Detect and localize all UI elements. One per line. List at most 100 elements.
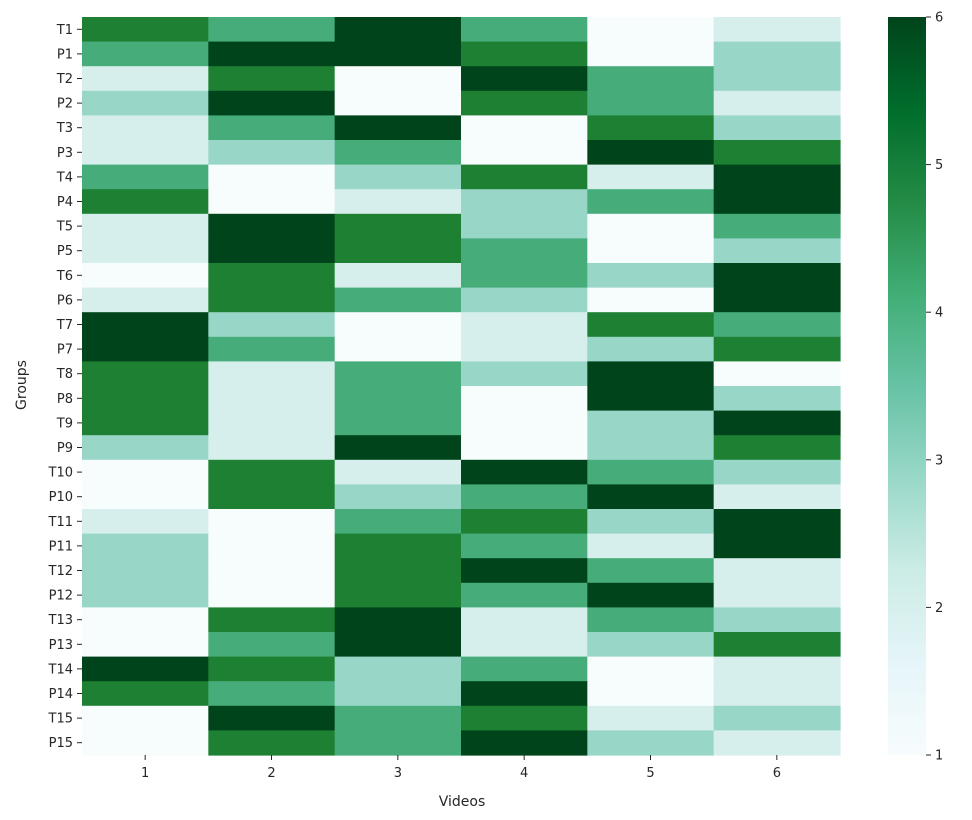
heatmap-cell	[334, 287, 462, 313]
heatmap-cell	[713, 484, 841, 510]
heatmap-cell	[208, 361, 336, 387]
heatmap-cell	[713, 509, 841, 535]
heatmap-cell	[713, 312, 841, 338]
heatmap-cell	[587, 312, 715, 338]
y-tick-label: T12	[48, 564, 73, 579]
heatmap-cell	[82, 632, 209, 658]
heatmap-cell	[461, 656, 588, 682]
heatmap-cell	[334, 558, 462, 584]
y-tick-label: P15	[49, 736, 73, 751]
heatmap-cell	[461, 41, 588, 67]
heatmap-cell	[713, 41, 841, 67]
heatmap-cell	[334, 213, 462, 239]
heatmap-cell	[82, 263, 209, 289]
heatmap-cell	[334, 312, 462, 338]
heatmap-cell	[713, 336, 841, 362]
heatmap-cell	[461, 730, 588, 756]
heatmap-cell	[587, 115, 715, 141]
heatmap-cell	[587, 533, 715, 559]
heatmap-cell	[334, 681, 462, 707]
heatmap-cell	[82, 66, 209, 92]
colorbar-tick-label: 5	[935, 158, 943, 173]
y-tick-label: P1	[57, 47, 73, 62]
heatmap-cell	[334, 140, 462, 166]
heatmap-cell	[713, 164, 841, 190]
x-tick-label: 4	[520, 766, 528, 781]
heatmap-cell	[461, 386, 588, 412]
heatmap-cell	[208, 386, 336, 412]
heatmap-cell	[82, 90, 209, 116]
heatmap-cell	[82, 435, 209, 461]
heatmap-cell	[82, 484, 209, 510]
heatmap-cell	[587, 386, 715, 412]
heatmap-cell	[82, 410, 209, 436]
x-tick-label: 3	[394, 766, 402, 781]
heatmap-cell	[82, 681, 209, 707]
heatmap-cell	[587, 656, 715, 682]
heatmap-cell	[82, 17, 209, 43]
heatmap-cell	[461, 66, 588, 92]
heatmap-cell	[82, 533, 209, 559]
heatmap-cell	[334, 336, 462, 362]
heatmap-cell	[587, 140, 715, 166]
heatmap-cell	[461, 509, 588, 535]
heatmap-cell	[82, 164, 209, 190]
heatmap-cell	[208, 435, 336, 461]
heatmap-cell	[208, 533, 336, 559]
heatmap-cell	[461, 238, 588, 264]
heatmap-cell	[713, 410, 841, 436]
heatmap-cell	[208, 705, 336, 731]
heatmap-cell	[587, 730, 715, 756]
heatmap-cell	[208, 140, 336, 166]
heatmap-cell	[587, 287, 715, 313]
heatmap-cell	[461, 287, 588, 313]
heatmap-cell	[208, 459, 336, 485]
heatmap-cell	[334, 533, 462, 559]
heatmap-cell	[587, 558, 715, 584]
heatmap-cell	[82, 312, 209, 338]
heatmap-cell	[713, 263, 841, 289]
heatmap-cell	[461, 533, 588, 559]
heatmap-cell	[334, 90, 462, 116]
heatmap-cell	[461, 632, 588, 658]
heatmap-cell	[334, 656, 462, 682]
heatmap-cell	[713, 459, 841, 485]
heatmap-cell	[713, 386, 841, 412]
y-tick-label: P9	[57, 441, 73, 456]
heatmap-cell	[461, 140, 588, 166]
heatmap-cell	[82, 189, 209, 215]
heatmap-cell	[461, 435, 588, 461]
heatmap-cell	[461, 558, 588, 584]
heatmap-cell	[713, 730, 841, 756]
heatmap-cell	[334, 632, 462, 658]
y-axis-label: Groups	[14, 360, 30, 410]
colorbar-tick-label: 3	[935, 453, 943, 468]
heatmap-cell	[713, 656, 841, 682]
heatmap-cell	[713, 140, 841, 166]
x-axis: 1 2 3 4 5 6	[141, 755, 781, 781]
heatmap-cell	[208, 41, 336, 67]
heatmap-cell	[587, 484, 715, 510]
y-tick-label: T1	[56, 23, 73, 38]
heatmap-cell	[82, 705, 209, 731]
heatmap-cell	[587, 607, 715, 633]
colorbar	[888, 17, 926, 755]
y-tick-label: T10	[48, 466, 73, 481]
x-tick-label: 2	[267, 766, 275, 781]
colorbar-tick-label: 1	[935, 749, 943, 764]
heatmap-cell	[587, 705, 715, 731]
heatmap-cell	[334, 17, 462, 43]
heatmap-cells	[82, 17, 841, 756]
heatmap-cell	[461, 361, 588, 387]
heatmap-cell	[461, 115, 588, 141]
heatmap-cell	[82, 213, 209, 239]
heatmap-cell	[713, 287, 841, 313]
heatmap-cell	[208, 336, 336, 362]
y-tick-label: T14	[48, 662, 73, 677]
heatmap-cell	[461, 263, 588, 289]
heatmap-cell	[461, 459, 588, 485]
heatmap-cell	[713, 17, 841, 43]
heatmap-cell	[82, 41, 209, 67]
heatmap-cell	[713, 558, 841, 584]
